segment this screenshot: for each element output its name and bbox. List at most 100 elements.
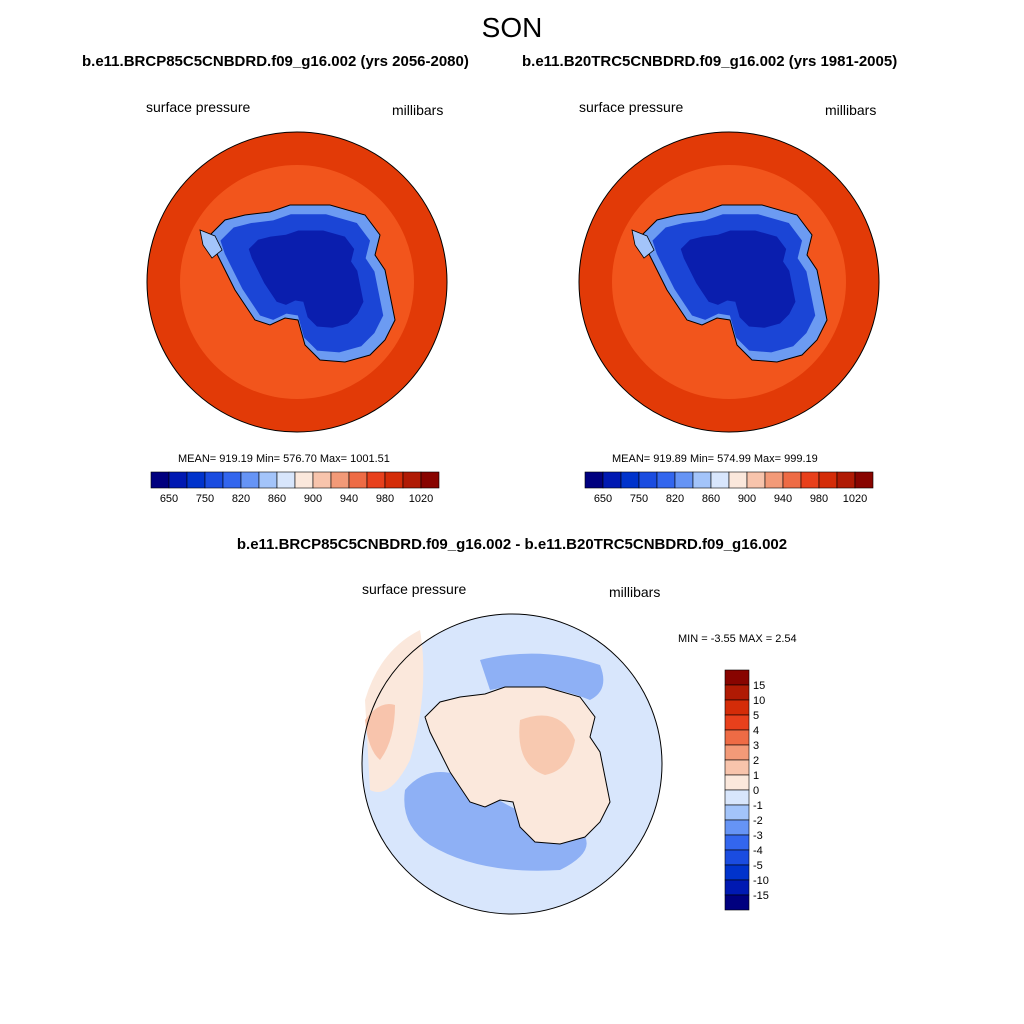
colorbar-panel1-swatch — [384, 471, 404, 489]
colorbar-panel2-swatch — [620, 471, 640, 489]
colorbar-panel1-swatch — [150, 471, 170, 489]
colorbar-panel2-tick-label: 900 — [738, 493, 756, 505]
panel2-units-label: millibars — [825, 102, 877, 118]
colorbar-panel2-tick-label: 750 — [630, 493, 648, 505]
colorbar-diff-tick-label: 5 — [753, 710, 759, 722]
diff-units-label: millibars — [609, 584, 661, 600]
colorbar-panel2-swatch — [800, 471, 820, 489]
colorbar-diff-swatch — [724, 714, 750, 731]
diff-border — [361, 613, 663, 915]
colorbar-panel1-swatch — [348, 471, 368, 489]
colorbar-diff-tick-label: -4 — [753, 845, 763, 857]
colorbar-diff-swatch — [724, 669, 750, 686]
colorbar-diff-swatch — [724, 729, 750, 746]
panel1-map — [146, 131, 448, 433]
colorbar-panel2-swatch — [854, 471, 874, 489]
colorbar-panel1-swatch — [294, 471, 314, 489]
colorbar-diff-swatch — [724, 744, 750, 761]
colorbar-panel2-swatch — [692, 471, 712, 489]
colorbar-diff-swatch — [724, 699, 750, 716]
figure-title: SON — [481, 12, 543, 43]
colorbar-panel1-tick-label: 900 — [304, 493, 322, 505]
colorbar-panel1-tick-label: 980 — [376, 493, 394, 505]
colorbar-panel2-tick-label: 860 — [702, 493, 720, 505]
panel2-variable-label: surface pressure — [579, 99, 684, 115]
colorbar-panel1-tick-label: 940 — [340, 493, 358, 505]
colorbar-panel2-tick-label: 650 — [594, 493, 612, 505]
panel2-map — [578, 131, 880, 433]
colorbar-diff-tick-label: -2 — [753, 815, 763, 827]
colorbar-diff-tick-label: 1 — [753, 770, 759, 782]
colorbar-panel2-swatch — [818, 471, 838, 489]
colorbar-panel2-swatch — [746, 471, 766, 489]
colorbar-diff-tick-label: -10 — [753, 875, 769, 887]
colorbar-panel1-tick-label: 650 — [160, 493, 178, 505]
colorbar-diff-swatch — [724, 879, 750, 896]
diff-map — [361, 613, 663, 915]
colorbar-panel2: 650 750 820 860 900 940 980 1020 — [584, 471, 874, 505]
diff-negative-band — [404, 772, 587, 871]
colorbar-panel1-tick-label: 1020 — [409, 493, 433, 505]
diff-negative-north — [480, 653, 604, 700]
colorbar-panel1-swatch — [420, 471, 440, 489]
colorbar-panel1-swatch — [330, 471, 350, 489]
colorbar-panel1-swatch — [258, 471, 278, 489]
diff-positive-core — [365, 704, 395, 760]
colorbar-diff-swatch — [724, 894, 750, 911]
diff-interior-positive — [519, 715, 575, 775]
colorbar-panel1-swatch — [240, 471, 260, 489]
colorbar-panel1-swatch — [312, 471, 332, 489]
colorbar-diff-swatch — [724, 864, 750, 881]
colorbar-diff-swatch — [724, 759, 750, 776]
colorbar-diff-swatch — [724, 774, 750, 791]
colorbar-panel2-swatch — [674, 471, 694, 489]
colorbar-panel2-swatch — [584, 471, 604, 489]
colorbar-panel1-swatch — [402, 471, 422, 489]
diff-stats: MIN = -3.55 MAX = 2.54 — [678, 633, 797, 645]
panel2-stats: MEAN= 919.89 Min= 574.99 Max= 999.19 — [612, 453, 818, 465]
colorbar-panel2-swatch — [764, 471, 784, 489]
colorbar-panel1-tick-label: 750 — [196, 493, 214, 505]
colorbar-panel1-tick-label: 820 — [232, 493, 250, 505]
colorbar-panel2-tick-label: 980 — [810, 493, 828, 505]
colorbar-panel2-tick-label: 820 — [666, 493, 684, 505]
colorbar-diff-swatch — [724, 849, 750, 866]
colorbar-panel2-swatch — [638, 471, 658, 489]
colorbar-diff-tick-label: 0 — [753, 785, 759, 797]
panel1-border — [146, 131, 448, 433]
diff-variable-label: surface pressure — [362, 581, 467, 597]
colorbar-panel1-tick-label: 860 — [268, 493, 286, 505]
panel1-variable-label: surface pressure — [146, 99, 251, 115]
colorbar-diff-tick-label: 15 — [753, 680, 765, 692]
colorbar-diff-tick-label: 4 — [753, 725, 759, 737]
colorbar-panel2-swatch — [782, 471, 802, 489]
panel2-peninsula — [631, 229, 655, 259]
colorbar-panel1-swatch — [366, 471, 386, 489]
colorbar-diff-tick-label: -15 — [753, 890, 769, 902]
colorbar-panel2-swatch — [710, 471, 730, 489]
colorbar-panel1-swatch — [168, 471, 188, 489]
colorbar-diff-tick-label: 10 — [753, 695, 765, 707]
colorbar-diff-swatch — [724, 819, 750, 836]
colorbar-panel1-swatch — [186, 471, 206, 489]
colorbar-diff-tick-label: 2 — [753, 755, 759, 767]
colorbar-panel2-swatch — [836, 471, 856, 489]
colorbar-panel1-swatch — [222, 471, 242, 489]
colorbar-panel2-swatch — [602, 471, 622, 489]
colorbar-diff-swatch — [724, 834, 750, 851]
panel1-title: b.e11.BRCP85C5CNBDRD.f09_g16.002 (yrs 20… — [82, 53, 469, 70]
colorbar-diff-swatch — [724, 789, 750, 806]
colorbar-panel1-swatch — [276, 471, 296, 489]
colorbar-panel2-tick-label: 940 — [774, 493, 792, 505]
diff-title: b.e11.BRCP85C5CNBDRD.f09_g16.002 - b.e11… — [236, 536, 788, 553]
panel2-border — [578, 131, 880, 433]
colorbar-diff-swatch — [724, 684, 750, 701]
panel2-title: b.e11.B20TRC5CNBDRD.f09_g16.002 (yrs 198… — [522, 53, 898, 70]
panel1-units-label: millibars — [392, 102, 444, 118]
colorbar-panel2-tick-label: 1020 — [843, 493, 867, 505]
colorbar-panel2-swatch — [656, 471, 676, 489]
colorbar-diff-tick-label: -1 — [753, 800, 763, 812]
colorbar-diff-tick-label: -5 — [753, 860, 763, 872]
panel1-peninsula — [199, 229, 223, 259]
